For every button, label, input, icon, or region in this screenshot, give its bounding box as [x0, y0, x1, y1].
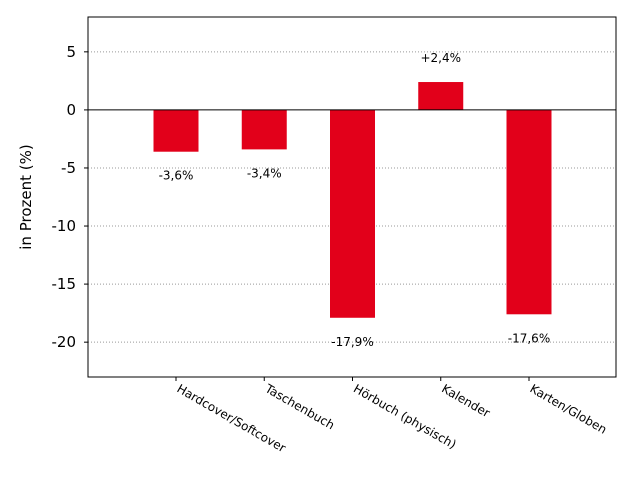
bar [153, 109, 199, 152]
data-label: -17,6% [508, 331, 550, 345]
y-axis-title: in Prozent (%) [17, 144, 35, 249]
x-tick-label: Taschenbuch [262, 381, 337, 432]
bar [418, 82, 464, 110]
y-axis-ticks: 5 0 -5 -10 -15 -20 [52, 43, 88, 351]
x-tick-label: Karten/Globen [528, 381, 610, 436]
bars [153, 82, 552, 318]
data-label: -3,6% [159, 169, 194, 183]
y-tick-label: -15 [52, 275, 77, 293]
bar [506, 109, 552, 315]
data-labels: -3,6% -3,4% -17,9% +2,4% -17,6% [159, 51, 551, 349]
data-label: -17,9% [331, 335, 373, 349]
y-tick-label: 0 [66, 101, 76, 119]
x-tick-label: Kalender [439, 381, 492, 420]
y-tick-label: -20 [52, 333, 77, 351]
bar [241, 109, 287, 150]
data-label: +2,4% [420, 51, 461, 65]
y-tick-label: -10 [52, 217, 77, 235]
y-tick-label: -5 [61, 159, 76, 177]
data-label: -3,4% [247, 166, 282, 180]
y-tick-label: 5 [66, 43, 76, 61]
bar [330, 109, 375, 318]
